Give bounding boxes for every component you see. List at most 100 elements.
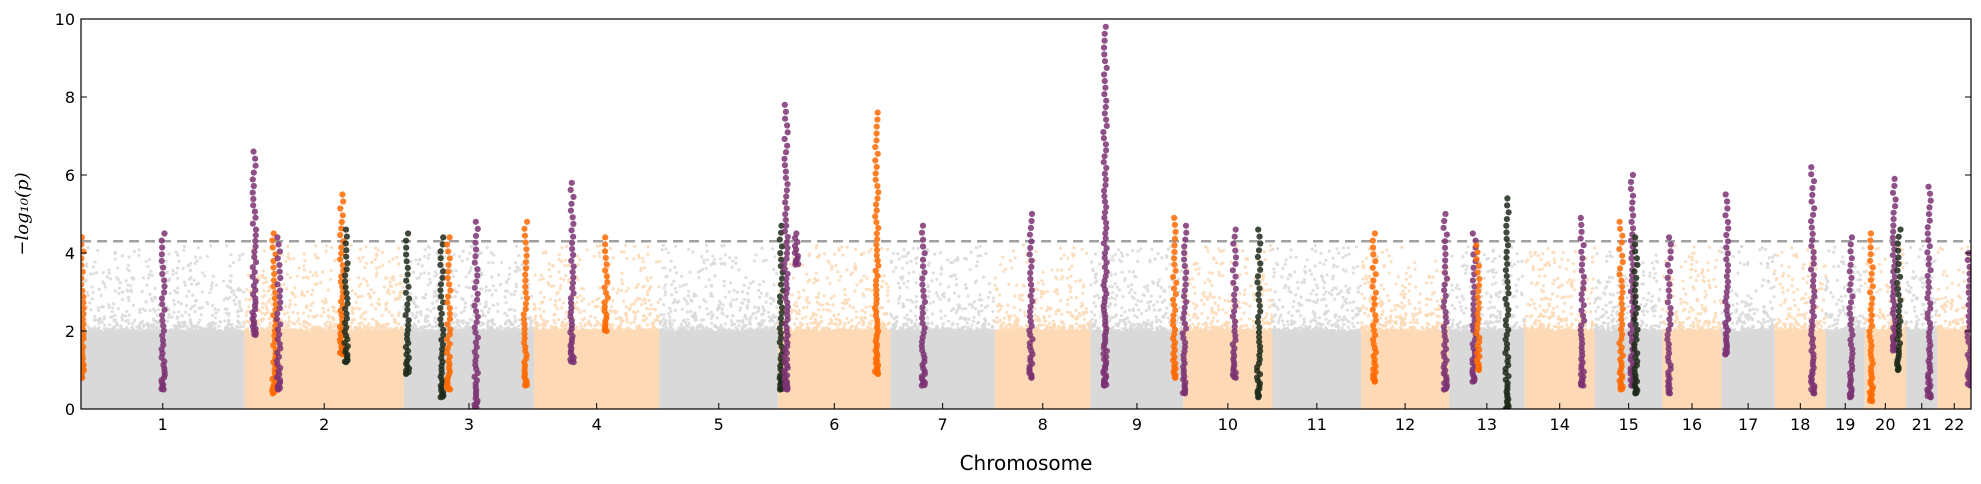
- background-point: [822, 294, 826, 298]
- background-point: [1238, 273, 1242, 277]
- background-point: [1020, 298, 1025, 302]
- background-point: [1055, 328, 1059, 332]
- background-point: [1192, 315, 1196, 319]
- background-point: [297, 266, 301, 270]
- background-point: [799, 325, 803, 329]
- background-point: [364, 245, 368, 249]
- background-point: [1336, 319, 1340, 323]
- background-point: [1074, 308, 1078, 312]
- background-point: [329, 268, 333, 273]
- background-point: [1147, 307, 1151, 311]
- background-point: [191, 293, 195, 297]
- background-point: [1069, 274, 1073, 278]
- background-point: [196, 246, 200, 250]
- background-point: [1035, 326, 1039, 330]
- background-point: [221, 279, 225, 283]
- background-point: [771, 329, 776, 333]
- background-point: [691, 250, 695, 254]
- background-point: [686, 294, 691, 298]
- background-point: [286, 244, 290, 248]
- background-point: [124, 319, 128, 323]
- background-point: [315, 274, 319, 278]
- background-point: [170, 315, 174, 319]
- chromosome-band-5: [659, 331, 779, 409]
- background-point: [102, 315, 106, 319]
- chromosome-band-7: [890, 331, 995, 409]
- background-point: [490, 293, 494, 297]
- background-point: [359, 314, 363, 318]
- background-point: [1413, 261, 1417, 265]
- background-point: [1320, 275, 1324, 279]
- background-point: [990, 325, 995, 329]
- background-point: [377, 265, 382, 269]
- background-point: [1221, 307, 1225, 311]
- background-point: [282, 282, 286, 286]
- background-point: [1133, 322, 1137, 327]
- background-point: [690, 328, 694, 332]
- background-point: [358, 325, 362, 329]
- background-point: [793, 309, 797, 313]
- background-point: [1249, 328, 1253, 332]
- background-point: [108, 328, 113, 332]
- background-point: [1141, 293, 1145, 297]
- background-point: [226, 323, 230, 327]
- background-point: [513, 315, 517, 319]
- background-point: [720, 311, 724, 315]
- background-point: [557, 270, 561, 274]
- background-point: [1289, 248, 1293, 252]
- background-point: [268, 288, 272, 292]
- background-point: [731, 328, 735, 333]
- background-point: [380, 329, 384, 333]
- background-point: [972, 300, 977, 304]
- background-point: [1110, 255, 1115, 259]
- background-point: [90, 297, 94, 301]
- background-point: [1337, 251, 1341, 255]
- background-point: [649, 303, 653, 307]
- background-point: [652, 326, 657, 330]
- background-point: [772, 267, 776, 271]
- background-point: [504, 321, 508, 325]
- background-point: [807, 252, 812, 256]
- background-point: [1148, 258, 1152, 262]
- background-point: [242, 322, 247, 326]
- background-point: [830, 321, 834, 325]
- background-point: [972, 315, 976, 319]
- background-point: [176, 253, 180, 257]
- background-point: [176, 286, 180, 290]
- background-point: [1113, 303, 1118, 307]
- background-point: [188, 318, 193, 322]
- background-point: [199, 313, 203, 317]
- background-point: [940, 267, 944, 271]
- background-point: [1009, 324, 1013, 328]
- background-point: [1242, 311, 1246, 315]
- background-point: [109, 315, 113, 319]
- background-point: [680, 274, 684, 278]
- background-point: [324, 297, 328, 301]
- background-point: [433, 289, 437, 294]
- background-point: [384, 323, 388, 327]
- background-point: [420, 264, 424, 268]
- background-point: [423, 248, 427, 252]
- background-point: [1400, 301, 1404, 305]
- background-point: [771, 247, 775, 251]
- background-point: [145, 328, 149, 333]
- background-point: [496, 273, 501, 277]
- background-point: [326, 308, 331, 312]
- background-point: [1239, 324, 1243, 329]
- background-point: [816, 278, 820, 282]
- background-point: [504, 301, 508, 305]
- background-point: [171, 268, 175, 273]
- background-point: [725, 329, 729, 333]
- background-point: [1217, 273, 1221, 277]
- background-point: [997, 293, 1002, 297]
- background-point: [1219, 262, 1223, 266]
- background-point: [886, 285, 890, 289]
- background-point: [1243, 265, 1247, 269]
- background-point: [512, 293, 517, 297]
- background-point: [518, 318, 522, 322]
- background-point: [869, 247, 873, 252]
- background-point: [1322, 286, 1326, 290]
- background-point: [608, 309, 612, 313]
- background-point: [815, 255, 819, 259]
- background-point: [423, 319, 427, 323]
